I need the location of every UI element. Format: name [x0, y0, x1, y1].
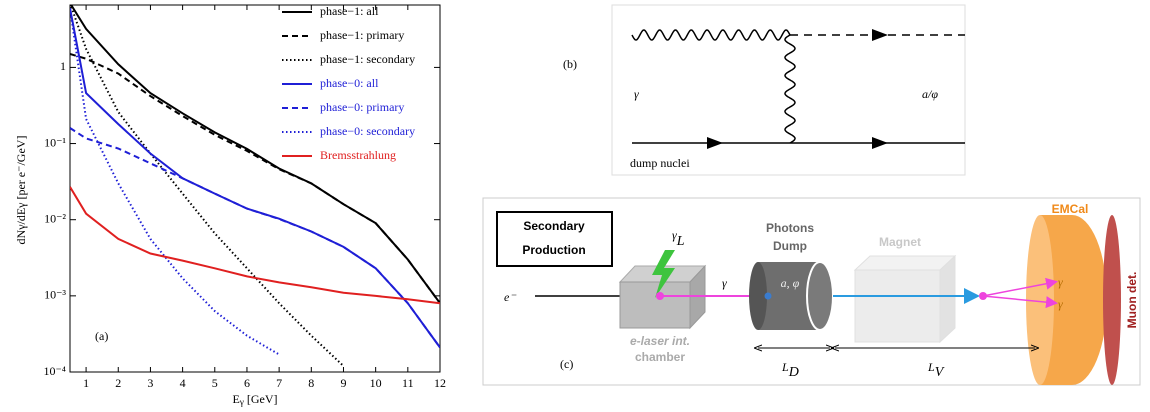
frame [482, 197, 1141, 386]
magnet-side [939, 254, 956, 344]
x-axis-label: Eγ [GeV] [233, 392, 278, 407]
y-tick-label: 10⁻³ [44, 288, 66, 302]
dot [764, 292, 772, 300]
target-label: dump nuclei [630, 156, 690, 170]
panel-label: (b) [563, 57, 577, 71]
y-tick-label: 10⁻⁴ [43, 364, 66, 378]
exchange-line [784, 34, 796, 144]
legend-label: phase−0: secondary [320, 124, 415, 138]
series-line [70, 186, 440, 305]
x-tick-label: 8 [308, 376, 314, 390]
laser-main: γ [672, 228, 677, 242]
magnet [854, 269, 941, 343]
x-tick-label: 10 [370, 376, 382, 390]
y-tick-label: 1 [60, 59, 66, 73]
dump-end [749, 262, 767, 330]
gamma-label: γ [1058, 297, 1063, 311]
series-line [70, 5, 345, 367]
chamber [619, 281, 691, 329]
dump-line: Photons [766, 221, 814, 235]
x-tick-label: 1 [83, 376, 89, 390]
dot [656, 292, 664, 300]
x-tick-label: 9 [340, 376, 346, 390]
x-label-sub: γ [239, 397, 244, 407]
series-line [70, 53, 440, 304]
photon-ray [982, 277, 1058, 297]
arrow [872, 137, 888, 149]
panel-label: (a) [95, 329, 108, 343]
emcal-label: EMCal [1052, 202, 1089, 216]
box [496, 211, 613, 267]
x-tick-label: 7 [276, 376, 282, 390]
photon-label: γ [634, 87, 639, 101]
dump-face [806, 261, 834, 331]
axion-label: a, φ [781, 276, 800, 290]
panel-label: (c) [560, 357, 573, 371]
legend-label: phase−0: primary [320, 100, 404, 114]
legend-label: Bremsstrahlung [320, 148, 396, 162]
ld-sub: D [788, 365, 799, 380]
frame [611, 4, 966, 176]
x-tick-label: 11 [402, 376, 414, 390]
y-axis-label: dNγ/dEγ [per e⁻/GeV] [14, 136, 28, 245]
diagram-b: (b) γ a/φ dump nuclei [563, 4, 966, 176]
x-tick-label: 12 [434, 376, 446, 390]
legend-label: phase−0: all [320, 76, 379, 90]
gamma-label: γ [1058, 275, 1063, 289]
photon-line [631, 29, 791, 41]
series-line [70, 127, 440, 349]
magnet-top [853, 255, 957, 271]
legend-label: phase−1: primary [320, 28, 404, 42]
y-tick-label: 10⁻² [44, 211, 66, 225]
x-tick-label: 2 [115, 376, 121, 390]
laser-sub: L [676, 234, 685, 249]
x-tick-label: 5 [212, 376, 218, 390]
laser [652, 250, 675, 298]
chamber-line: chamber [635, 350, 685, 364]
x-label-main: E [233, 392, 240, 406]
x-tick-label: 6 [244, 376, 250, 390]
ld-label: LD [781, 360, 799, 380]
magnet-label: Magnet [879, 235, 921, 249]
lv-main: L [927, 360, 935, 374]
arrow [707, 137, 723, 149]
diagram-c: (c) Secondary Production e⁻ γL e-laser i… [482, 197, 1141, 386]
box-line: Secondary [523, 219, 585, 233]
lv-label: LV [927, 360, 945, 380]
photon-ray [982, 295, 1058, 309]
y-tick-label: 10⁻¹ [44, 135, 66, 149]
x-label-rest: [GeV] [244, 392, 278, 406]
legend-label: phase−1: secondary [320, 52, 415, 66]
series-line [70, 8, 280, 356]
legend-label: phase−1: all [320, 4, 379, 18]
electron-label: e⁻ [504, 290, 517, 304]
laser-label: γL [672, 228, 685, 249]
x-tick-label: 4 [180, 376, 186, 390]
x-tick-label: 3 [147, 376, 153, 390]
lv-sub: V [935, 365, 945, 380]
muon-label: Muon det. [1125, 272, 1139, 329]
dump-line: Dump [773, 239, 807, 253]
arrow [872, 29, 888, 41]
axion-label: a/φ [922, 87, 938, 101]
box-line: Production [522, 243, 585, 257]
muon-detector [1103, 215, 1121, 385]
chamber-line: e-laser int. [630, 334, 690, 348]
ld-main: L [781, 360, 789, 374]
photon-label: γ [722, 276, 727, 290]
emcal-face [1026, 215, 1054, 385]
